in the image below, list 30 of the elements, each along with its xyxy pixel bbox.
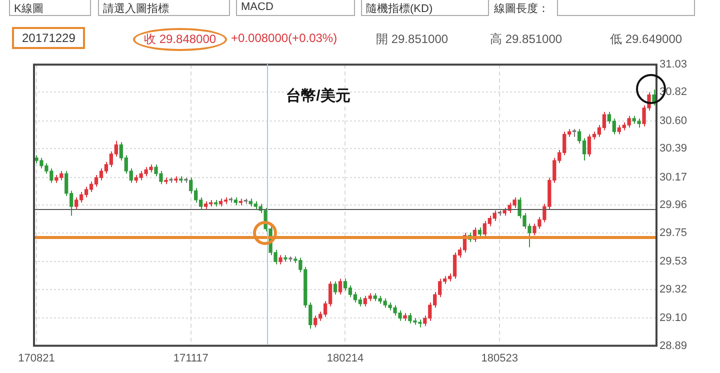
text: 線圖長度： — [494, 2, 549, 16]
text: 隨機指標(KD) — [361, 0, 489, 16]
x-tick-label: 171117 — [173, 352, 208, 364]
y-tick-label: 28.89 — [659, 340, 688, 352]
y-tick-label: 29.10 — [659, 312, 688, 324]
text: K線圖 — [9, 0, 91, 16]
text: 開 29.851000 — [376, 31, 448, 48]
candlestick — [478, 227, 482, 238]
y-tick-label: 30.17 — [659, 172, 688, 184]
candlestick — [338, 278, 342, 296]
text: 收 29.848000 — [133, 28, 228, 51]
text: 低 29.649000 — [610, 31, 682, 48]
y-tick-label: 29.32 — [659, 283, 688, 296]
text: 台幣/美元 — [286, 86, 350, 105]
text: MACD — [236, 0, 355, 16]
y-tick-label: 30.39 — [659, 142, 688, 155]
text: 20171229 — [12, 27, 86, 49]
candlestick — [333, 280, 338, 296]
text: +0.008000(+0.03%) — [231, 31, 338, 45]
y-tick-label: 29.96 — [659, 199, 688, 212]
y-tick-label: 30.60 — [659, 115, 688, 128]
y-tick-label: 31.03 — [659, 58, 688, 71]
text: 高 29.851000 — [490, 31, 562, 48]
x-tick-label: 180214 — [326, 352, 364, 364]
text: 請選入圖指標 — [98, 0, 230, 16]
x-tick-label: 170821 — [18, 352, 55, 364]
x-tick-label: 180523 — [481, 352, 518, 364]
candlestick — [278, 254, 282, 265]
y-tick-label: 29.75 — [659, 226, 688, 239]
y-tick-label: 29.53 — [659, 256, 688, 268]
